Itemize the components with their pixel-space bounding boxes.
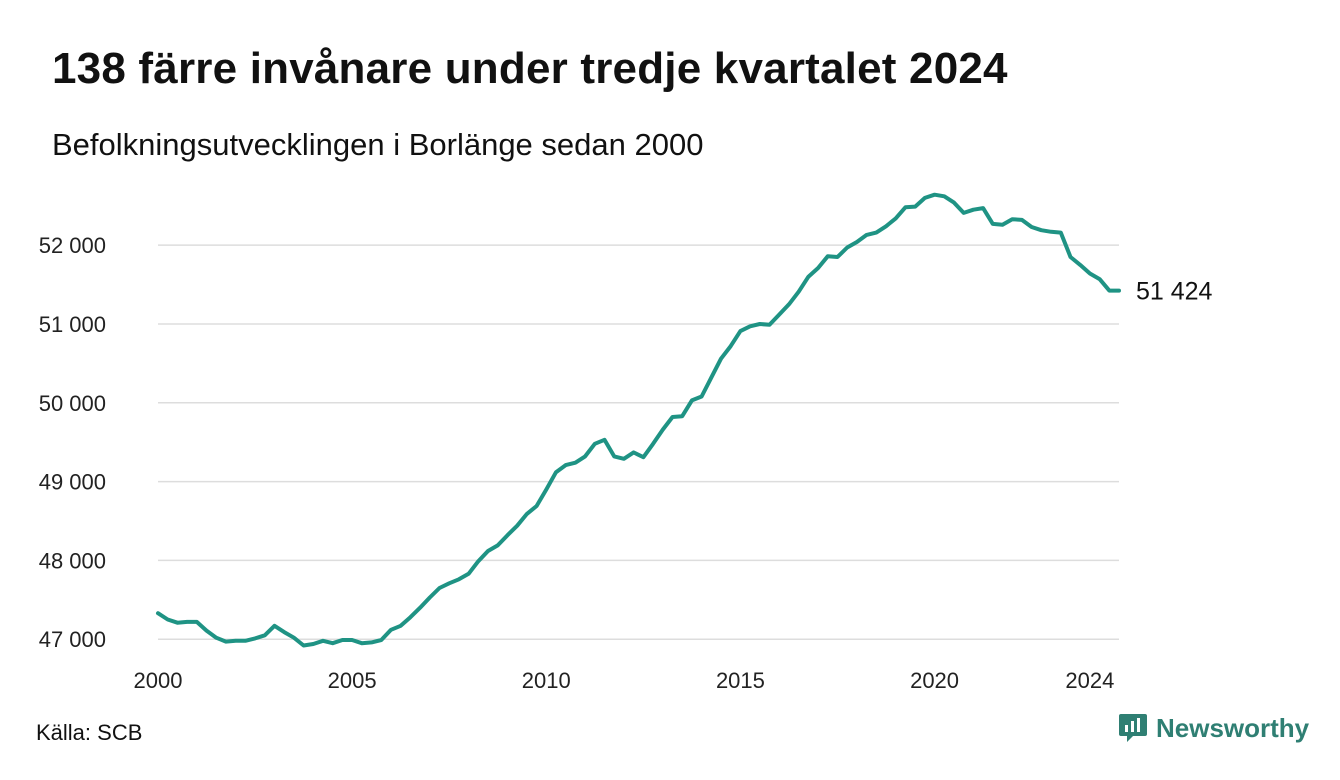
y-tick-label: 52 000	[39, 233, 106, 258]
x-tick-label: 2020	[910, 668, 959, 693]
chart-title: 138 färre invånare under tredje kvartale…	[52, 44, 1008, 93]
x-tick-label: 2005	[328, 668, 377, 693]
chart-subtitle: Befolkningsutvecklingen i Borlänge sedan…	[52, 127, 704, 162]
brand-name: Newsworthy	[1156, 712, 1310, 743]
y-tick-label: 50 000	[39, 391, 106, 416]
end-value-label: 51 424	[1136, 278, 1213, 306]
series-line	[156, 192, 1121, 648]
y-tick-label: 48 000	[39, 548, 106, 573]
y-tick-label: 49 000	[39, 470, 106, 495]
newsworthy-logo-icon	[1119, 714, 1147, 742]
source-note: Källa: SCB	[36, 720, 143, 745]
y-tick-label: 47 000	[39, 627, 106, 652]
x-tick-label: 2015	[716, 668, 765, 693]
y-tick-label: 51 000	[39, 312, 106, 337]
line-chart: 47 000 48 000 49 000 50 000 51 000 52 000 2000…	[39, 192, 1213, 693]
x-tick-label: 2010	[522, 668, 571, 693]
x-tick-label: 2024	[1065, 668, 1114, 693]
brand-logo: Newsworthy	[1118, 712, 1309, 744]
x-tick-label: 2000	[134, 668, 183, 693]
